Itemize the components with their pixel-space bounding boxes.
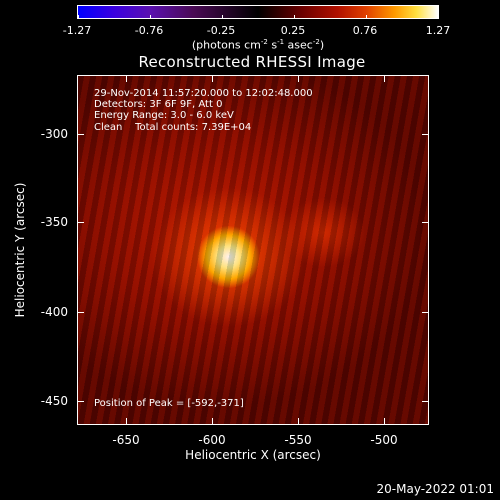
y-tick-label: -350 — [40, 215, 68, 229]
y-tick-label: -450 — [40, 394, 68, 408]
peak-position-label: Position of Peak = [-592,-371] — [94, 398, 244, 409]
detectors-label: Detectors: 3F 6F 9F, Att 0 — [94, 99, 223, 110]
colorbar-units: (photons cm-2 s-1 asec-2) — [191, 38, 325, 52]
x-tick-label: -550 — [284, 433, 312, 447]
rhessi-image-plot — [77, 75, 429, 425]
colorbar — [77, 5, 439, 19]
colorbar-tick-label: -0.76 — [134, 24, 164, 37]
time-range-label: 29-Nov-2014 11:57:20.000 to 12:02:48.000 — [94, 88, 313, 99]
colorbar-tick-label: -1.27 — [62, 24, 92, 37]
colorbar-tick-label: 1.27 — [425, 24, 451, 37]
energy-range-label: Energy Range: 3.0 - 6.0 keV — [94, 110, 234, 121]
colorbar-tick-label: -0.25 — [206, 24, 236, 37]
y-tick-label: -400 — [40, 305, 68, 319]
x-tick-label: -650 — [112, 433, 140, 447]
y-tick-label: -300 — [40, 127, 68, 141]
colorbar-tick-label: 0.25 — [280, 24, 306, 37]
image-texture — [78, 76, 428, 424]
image-title: Reconstructed RHESSI Image — [138, 53, 366, 71]
clean-counts-label: Clean Total counts: 7.39E+04 — [94, 122, 252, 133]
colorbar-tick-label: 0.76 — [352, 24, 378, 37]
generation-date: 20-May-2022 01:01 — [376, 482, 494, 496]
x-axis-title: Heliocentric X (arcsec) — [185, 448, 321, 462]
y-axis-title: Heliocentric Y (arcsec) — [13, 182, 27, 318]
x-tick-label: -500 — [370, 433, 398, 447]
x-tick-label: -600 — [198, 433, 226, 447]
